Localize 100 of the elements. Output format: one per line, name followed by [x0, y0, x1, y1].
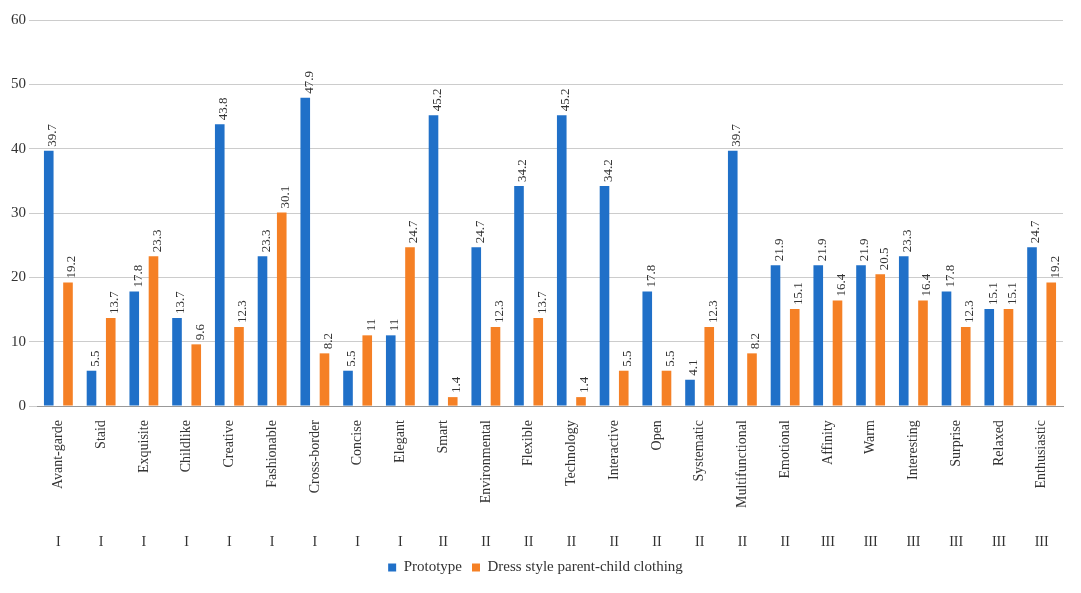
- data-label: 5.5: [661, 350, 677, 367]
- text: II: [523, 533, 534, 549]
- x-tick-label: Systematic: [691, 420, 707, 482]
- x-tick-label: Fashionable: [263, 420, 279, 488]
- text: I: [227, 533, 233, 549]
- legend-label: Dress style parent-child clothing: [487, 558, 684, 575]
- data-label: 5.5: [86, 350, 102, 367]
- x-tick-label: Technology: [563, 420, 579, 487]
- text: II: [694, 533, 705, 549]
- data-label: 16.4: [832, 273, 848, 297]
- data-label: 13.7: [106, 290, 122, 314]
- x-tick-label: Exquisite: [135, 420, 151, 474]
- x-tick-label: Multifunctional: [734, 420, 750, 509]
- text: II: [481, 533, 491, 549]
- data-label: 24.7: [471, 219, 487, 244]
- data-label: 12.3: [704, 300, 720, 323]
- data-label: 47.9: [300, 71, 316, 94]
- data-label: 15.1: [790, 282, 806, 305]
- data-label: 12.3: [490, 300, 506, 323]
- x-tick-label: Emotional: [776, 420, 792, 479]
- y-tick-label: 60: [11, 10, 26, 27]
- x-tick-label: Staid: [92, 420, 108, 449]
- data-label: 13.7: [172, 290, 188, 314]
- text: III: [820, 533, 836, 549]
- data-label: 5.5: [619, 350, 635, 367]
- x-tick-label: Relaxed: [990, 420, 1006, 466]
- text: I: [269, 533, 275, 549]
- text: III: [906, 533, 921, 549]
- legend-label: Prototype: [403, 558, 463, 575]
- y-tick-label: 10: [11, 332, 26, 349]
- data-label: 21.9: [813, 238, 829, 262]
- x-tick-label: Interactive: [605, 420, 621, 480]
- data-label: 30.1: [277, 185, 293, 209]
- text: I: [355, 533, 361, 549]
- data-label: 24.7: [1027, 219, 1043, 244]
- text: II: [609, 533, 620, 549]
- data-label: 23.3: [899, 229, 915, 253]
- text: I: [56, 533, 62, 549]
- data-label: 17.8: [129, 264, 145, 288]
- text: I: [184, 533, 190, 549]
- data-label: 16.4: [918, 273, 934, 297]
- x-tick-label: Open: [648, 420, 664, 451]
- data-label: 34.2: [514, 159, 530, 183]
- y-tick-label: 30: [11, 204, 26, 220]
- data-label: 15.1: [984, 282, 1000, 305]
- data-label: 1.4: [576, 376, 592, 394]
- data-label: 34.2: [599, 159, 615, 183]
- data-label: 5.5: [343, 350, 359, 367]
- y-tick-label: 40: [11, 139, 26, 156]
- text: I: [141, 533, 147, 549]
- x-tick-label: Cross-border: [306, 419, 322, 494]
- x-tick-label: Childlike: [178, 420, 194, 473]
- x-tick-label: Surprise: [947, 420, 963, 467]
- y-tick-label: 50: [11, 75, 26, 92]
- data-label: 24.7: [405, 219, 421, 244]
- data-label: 17.8: [941, 264, 957, 288]
- text: III: [949, 533, 964, 549]
- x-tick-label: Elegant: [392, 420, 408, 463]
- x-tick-label: Warm: [862, 420, 878, 454]
- data-label: 9.6: [191, 323, 207, 341]
- text: II: [652, 533, 662, 549]
- data-label: 43.8: [215, 97, 231, 121]
- data-label: 19.2: [63, 255, 79, 279]
- data-label: 8.2: [747, 333, 763, 350]
- data-label: 23.3: [148, 229, 164, 253]
- data-label: 45.2: [557, 88, 573, 112]
- x-tick-label: Affinity: [819, 420, 835, 465]
- data-label: 12.3: [234, 300, 250, 323]
- text: II: [438, 533, 449, 549]
- text: II: [737, 533, 748, 549]
- text: III: [1034, 533, 1049, 549]
- x-tick-label: Flexible: [520, 420, 536, 467]
- x-tick-label: Avant-garde: [50, 420, 66, 490]
- data-label: 39.7: [728, 123, 744, 147]
- data-label: 13.7: [533, 290, 549, 314]
- data-label: 23.3: [257, 229, 273, 253]
- data-label: 45.2: [428, 88, 444, 112]
- text: II: [780, 533, 791, 549]
- data-label: 21.9: [770, 238, 786, 262]
- data-label: 1.4: [448, 376, 464, 394]
- text: II: [566, 533, 577, 549]
- x-tick-label: Interesting: [905, 420, 921, 480]
- x-tick-label: Concise: [349, 420, 365, 466]
- x-tick-label: Enthusiastic: [1033, 420, 1049, 489]
- data-label: 12.3: [961, 300, 977, 323]
- data-label: 15.1: [1003, 282, 1019, 305]
- x-tick-label: Creative: [221, 420, 237, 468]
- text: I: [312, 533, 318, 549]
- y-tick-label: 0: [18, 397, 26, 414]
- data-label: 11: [362, 318, 378, 332]
- data-label: 4.1: [685, 359, 701, 376]
- text: III: [991, 533, 1007, 549]
- data-label: 8.2: [319, 333, 335, 350]
- x-tick-label: Smart: [434, 420, 450, 454]
- text: I: [98, 533, 104, 549]
- data-label: 39.7: [44, 123, 60, 147]
- data-label: 20.5: [875, 247, 891, 271]
- text: I: [398, 533, 404, 549]
- data-label: 21.9: [856, 238, 872, 262]
- text: III: [863, 533, 878, 549]
